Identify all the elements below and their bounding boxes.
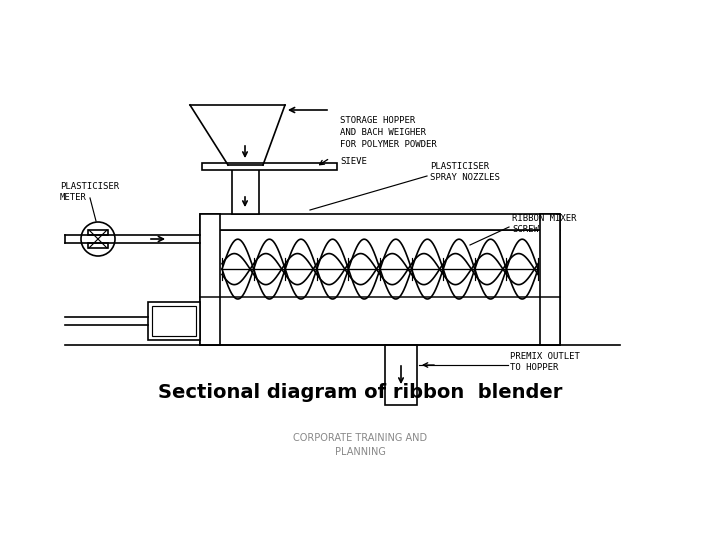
Bar: [88, 230, 108, 235]
Text: CORPORATE TRAINING AND
PLANNING: CORPORATE TRAINING AND PLANNING: [293, 433, 427, 457]
Bar: [540, 214, 560, 345]
Bar: [88, 243, 108, 248]
Text: Sectional diagram of ribbon  blender: Sectional diagram of ribbon blender: [158, 382, 562, 402]
Bar: [202, 163, 337, 170]
Bar: [200, 214, 560, 230]
Text: RIBBON MIXER
SCREW: RIBBON MIXER SCREW: [512, 214, 577, 234]
Text: PREMIX OUTLET
TO HOPPER: PREMIX OUTLET TO HOPPER: [510, 352, 580, 373]
Bar: [152, 306, 196, 336]
Text: PLASTICISER
SPRAY NOZZLES: PLASTICISER SPRAY NOZZLES: [430, 161, 500, 183]
Bar: [200, 214, 220, 345]
Text: PLASTICISER
METER: PLASTICISER METER: [60, 181, 119, 202]
Text: SIEVE: SIEVE: [340, 158, 367, 166]
Bar: [232, 165, 259, 214]
Bar: [148, 302, 200, 340]
Text: STORAGE HOPPER
AND BACH WEIGHER
FOR POLYMER POWDER: STORAGE HOPPER AND BACH WEIGHER FOR POLY…: [340, 116, 437, 148]
Bar: [385, 345, 417, 405]
Bar: [200, 230, 560, 345]
